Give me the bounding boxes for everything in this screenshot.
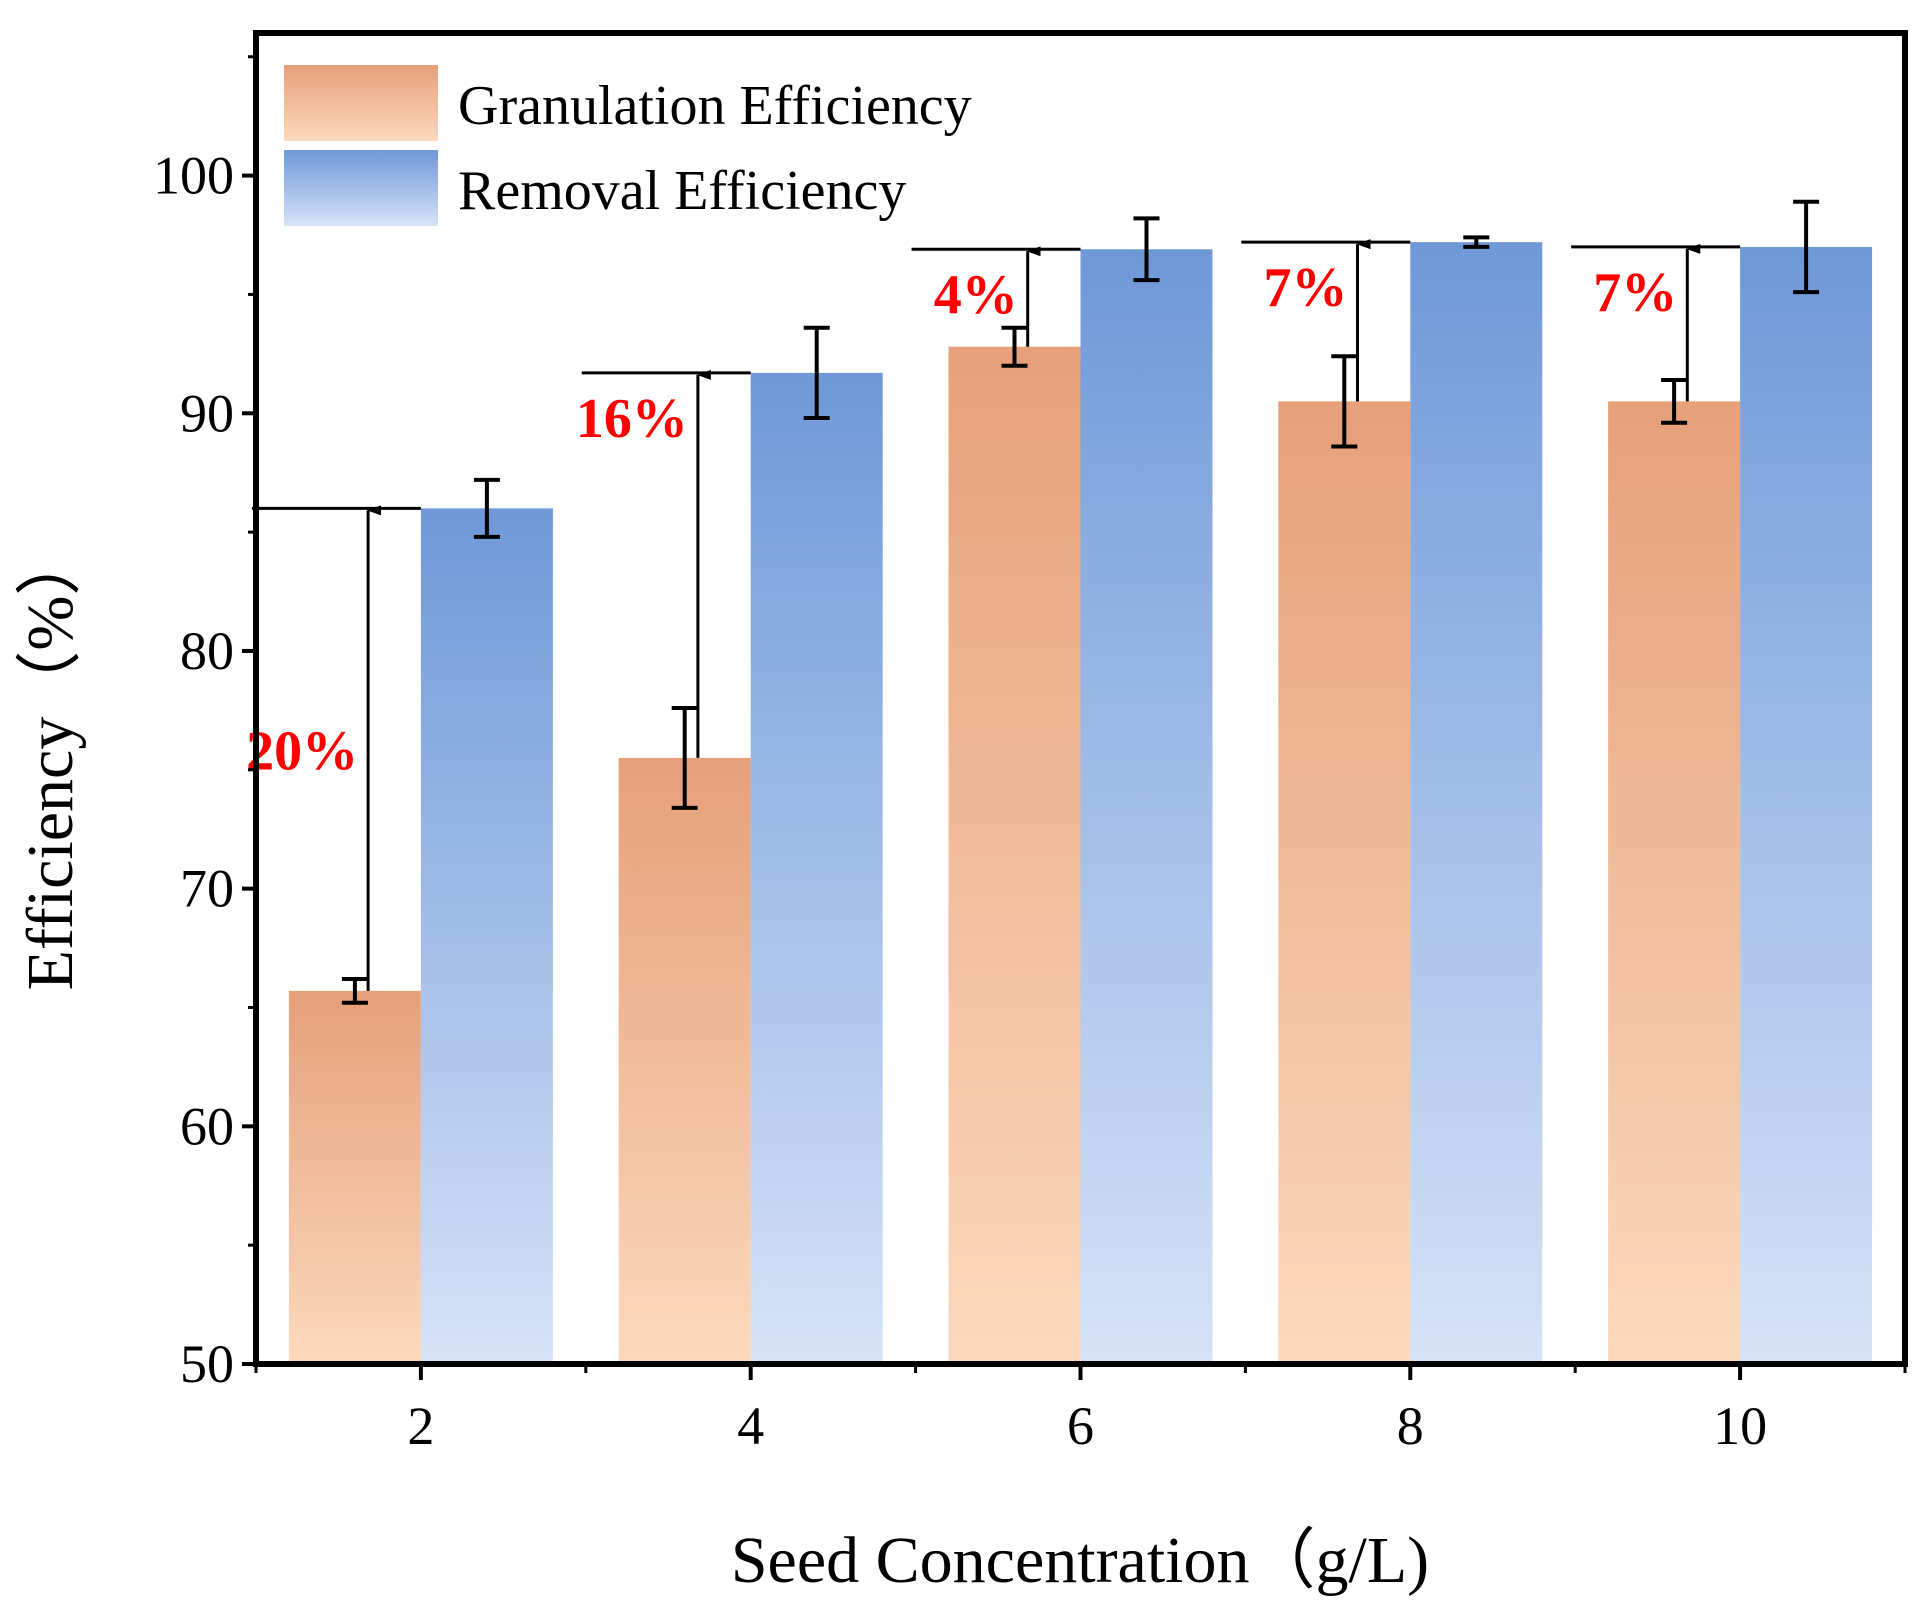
y-tick-label-80: 80 bbox=[180, 621, 234, 681]
bar-granulation-2 bbox=[288, 990, 421, 1364]
legend: Granulation Efficiency Removal Efficienc… bbox=[284, 65, 972, 226]
y-tick-label-90: 90 bbox=[180, 383, 234, 443]
error-bar-granulation-4 bbox=[671, 706, 698, 810]
y-tick-label-50: 50 bbox=[180, 1334, 234, 1394]
error-bar-granulation-2 bbox=[341, 976, 368, 1005]
difference-label-8: 7% bbox=[1264, 257, 1348, 319]
difference-label-4: 16% bbox=[576, 388, 688, 450]
x-tick-label-8: 8 bbox=[1397, 1396, 1424, 1456]
y-tick-label-70: 70 bbox=[180, 859, 234, 919]
difference-label-2: 20% bbox=[246, 721, 358, 783]
error-bar-removal-4 bbox=[803, 325, 830, 421]
y-tick-label-60: 60 bbox=[180, 1096, 234, 1156]
bar-removal-2 bbox=[420, 508, 553, 1364]
x-tick-label-2: 2 bbox=[407, 1396, 434, 1456]
legend-label-removal: Removal Efficiency bbox=[458, 160, 906, 222]
error-bar-removal-6 bbox=[1133, 216, 1160, 283]
legend-swatch-granulation bbox=[284, 65, 438, 141]
x-axis-title: Seed Concentration（g/L) bbox=[731, 1524, 1429, 1597]
axes-layer: 2 4 6 8 10 50 60 70 80 90 100 bbox=[153, 55, 1907, 1456]
bar-granulation-10 bbox=[1608, 401, 1741, 1364]
legend-label-granulation: Granulation Efficiency bbox=[458, 75, 972, 137]
y-tick-label-100: 100 bbox=[153, 146, 234, 206]
error-bar-removal-10 bbox=[1793, 199, 1820, 295]
error-bar-granulation-6 bbox=[1001, 325, 1028, 368]
bars-layer bbox=[288, 199, 1873, 1365]
bar-removal-4 bbox=[750, 372, 883, 1364]
difference-label-6: 4% bbox=[934, 264, 1018, 326]
bar-removal-6 bbox=[1080, 249, 1213, 1365]
bar-granulation-6 bbox=[948, 346, 1081, 1364]
error-bar-granulation-8 bbox=[1331, 354, 1358, 449]
legend-swatch-removal bbox=[284, 150, 438, 226]
bar-removal-8 bbox=[1410, 242, 1543, 1365]
bar-granulation-8 bbox=[1278, 401, 1411, 1364]
difference-label-10: 7% bbox=[1593, 262, 1677, 324]
x-tick-label-4: 4 bbox=[737, 1396, 764, 1456]
bar-removal-10 bbox=[1740, 246, 1873, 1364]
x-tick-label-6: 6 bbox=[1067, 1396, 1094, 1456]
annotations-layer: 20% 16% 4% 7% 7% bbox=[246, 239, 1741, 991]
x-tick-label-10: 10 bbox=[1713, 1396, 1767, 1456]
bar-granulation-4 bbox=[618, 757, 751, 1364]
error-bar-granulation-10 bbox=[1661, 378, 1688, 425]
error-bar-removal-2 bbox=[473, 477, 500, 539]
error-bar-removal-8 bbox=[1463, 235, 1490, 249]
y-axis-title: Efficiency（%） bbox=[14, 530, 87, 991]
